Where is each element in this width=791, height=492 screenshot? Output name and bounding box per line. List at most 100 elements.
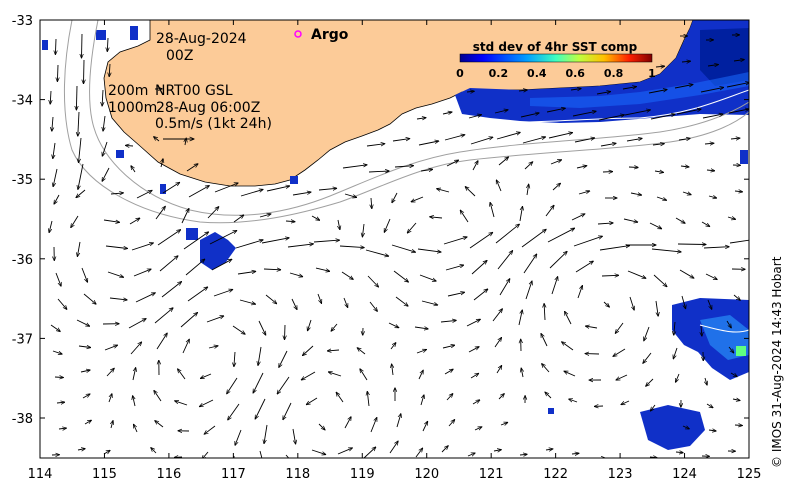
current-arrow — [181, 209, 189, 224]
current-arrow — [328, 372, 342, 377]
current-arrow — [55, 38, 56, 55]
current-arrow — [77, 241, 81, 257]
current-arrow — [630, 193, 642, 195]
current-arrow — [626, 138, 642, 142]
current-arrow — [623, 218, 638, 222]
current-arrow — [495, 224, 519, 244]
current-arrow — [473, 289, 488, 301]
current-arrow — [545, 449, 553, 450]
current-arrow — [133, 396, 135, 407]
current-arrow — [49, 220, 53, 233]
current-arrow — [674, 85, 693, 89]
contour-1000-label: 1000m — [108, 100, 157, 116]
current-arrow — [679, 269, 694, 278]
current-arrow — [130, 342, 142, 355]
current-arrow — [624, 110, 650, 116]
current-arrow — [292, 428, 296, 444]
current-arrow — [292, 192, 311, 196]
current-arrow — [258, 346, 262, 365]
current-arrow — [211, 259, 232, 271]
current-arrow — [318, 423, 325, 430]
current-arrow — [259, 450, 263, 458]
current-arrow — [700, 87, 724, 93]
colorbar-title: std dev of 4hr SST comp — [473, 40, 638, 54]
current-arrow — [209, 231, 237, 245]
current-arrow — [596, 92, 611, 95]
current-arrow — [600, 143, 616, 147]
current-arrow — [675, 217, 685, 223]
current-arrow — [613, 348, 626, 356]
current-arrow — [598, 115, 624, 121]
y-tick-label: -34 — [12, 94, 33, 109]
current-arrow — [629, 296, 634, 310]
current-arrow — [76, 189, 86, 198]
current-arrow — [470, 137, 493, 145]
current-arrow — [289, 272, 303, 277]
current-arrow — [572, 111, 596, 117]
current-arrow — [128, 319, 146, 329]
isobath-1000m — [63, 20, 749, 224]
current-arrow — [102, 89, 103, 106]
current-arrow — [472, 161, 478, 171]
current-arrow — [411, 196, 424, 202]
current-arrow — [339, 246, 364, 248]
current-arrow — [327, 350, 340, 351]
current-arrow — [440, 320, 456, 322]
current-arrow — [285, 454, 290, 458]
current-arrow — [521, 368, 523, 378]
current-arrow — [496, 366, 502, 374]
current-arrow — [471, 261, 487, 275]
current-arrow — [727, 217, 736, 219]
current-arrow — [421, 300, 438, 305]
current-arrow — [341, 271, 353, 279]
current-arrow — [552, 183, 561, 191]
current-arrow — [285, 324, 286, 340]
current-arrow — [416, 118, 426, 119]
current-arrow — [394, 166, 414, 167]
colorbar-tick-label: 0.2 — [489, 67, 509, 80]
current-arrow — [234, 351, 235, 367]
current-arrow — [131, 166, 136, 173]
current-arrow — [726, 83, 749, 88]
current-arrow — [682, 192, 691, 195]
current-arrow — [616, 374, 628, 380]
current-arrow — [706, 403, 713, 408]
current-arrow — [200, 373, 212, 378]
current-arrow — [644, 326, 650, 341]
colorbar-tick-label: 0.4 — [527, 67, 547, 80]
current-arrow — [206, 316, 224, 323]
current-arrow — [283, 402, 292, 420]
current-arrow — [656, 300, 658, 316]
current-arrow — [317, 293, 322, 303]
current-arrow — [78, 111, 79, 136]
current-arrow — [548, 133, 573, 139]
current-arrow — [54, 194, 60, 204]
current-arrow — [76, 319, 90, 326]
current-arrow — [621, 400, 630, 405]
current-arrow — [654, 171, 664, 172]
current-arrow — [188, 186, 209, 198]
current-arrow — [442, 345, 455, 349]
current-arrow — [649, 222, 662, 229]
current-arrow — [104, 345, 118, 351]
current-arrow — [565, 311, 572, 325]
current-arrow — [416, 350, 427, 354]
current-arrow — [541, 334, 548, 347]
current-vectors — [49, 34, 749, 458]
current-arrow — [704, 143, 714, 144]
current-arrow — [676, 373, 680, 382]
current-arrow — [442, 112, 452, 114]
x-tick-label: 124 — [672, 467, 697, 482]
current-arrow — [50, 90, 51, 104]
x-tick-label: 115 — [92, 467, 117, 482]
current-arrow — [388, 322, 399, 328]
current-arrow — [562, 342, 574, 351]
current-arrow — [264, 424, 268, 444]
current-arrow — [259, 214, 271, 218]
current-arrow — [578, 191, 590, 195]
sst-patches — [42, 20, 749, 450]
current-arrow — [103, 115, 105, 131]
current-arrow — [318, 188, 337, 190]
current-arrow — [370, 418, 377, 433]
current-arrow — [110, 193, 123, 194]
